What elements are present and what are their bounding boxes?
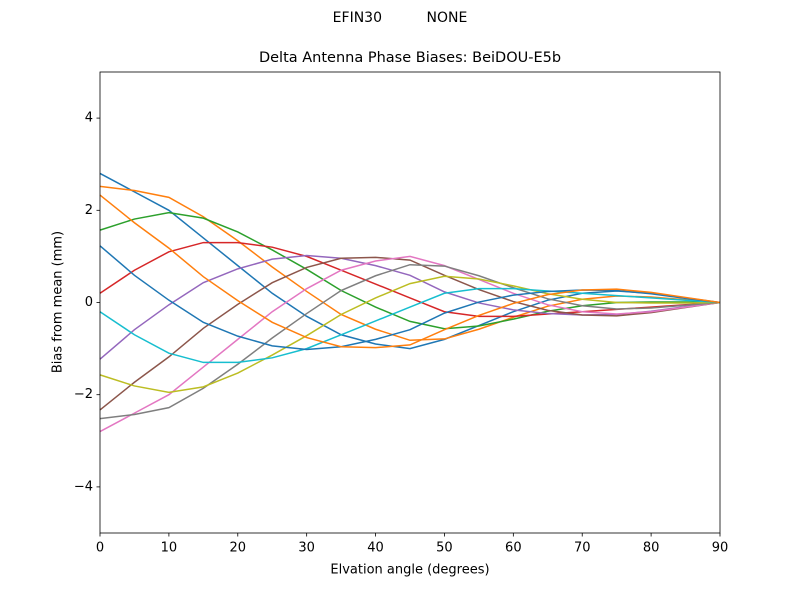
x-axis-label: Elvation angle (degrees) — [330, 563, 489, 578]
x-tick-label: 50 — [436, 541, 453, 556]
suptitle: EFIN30 NONE — [333, 10, 468, 26]
series-line — [99, 275, 721, 394]
x-tick-label: 90 — [712, 541, 729, 556]
y-tick-label: −4 — [74, 479, 93, 494]
y-axis-label: Bias from mean (mm) — [51, 231, 66, 373]
x-tick-label: 30 — [298, 541, 315, 556]
plot-area — [99, 172, 721, 433]
x-tick-label: 20 — [230, 541, 247, 556]
x-tick-label: 40 — [367, 541, 384, 556]
x-tick-label: 60 — [505, 541, 522, 556]
x-tick-label: 0 — [96, 541, 104, 556]
series-line — [99, 263, 721, 420]
chart-title: Delta Antenna Phase Biases: BeiDOU-E5b — [259, 50, 561, 66]
series-line — [99, 255, 721, 433]
x-tick-label: 10 — [161, 541, 178, 556]
y-tick-label: 2 — [85, 203, 93, 218]
y-tick-label: −2 — [74, 387, 93, 402]
x-tick-label: 80 — [643, 541, 660, 556]
series-line — [99, 256, 721, 411]
series-line — [99, 245, 721, 351]
x-tick-label: 70 — [574, 541, 591, 556]
series-line — [99, 194, 721, 349]
y-tick-label: 0 — [85, 295, 93, 310]
series-line — [99, 287, 721, 364]
y-tick-label: 4 — [85, 111, 93, 126]
